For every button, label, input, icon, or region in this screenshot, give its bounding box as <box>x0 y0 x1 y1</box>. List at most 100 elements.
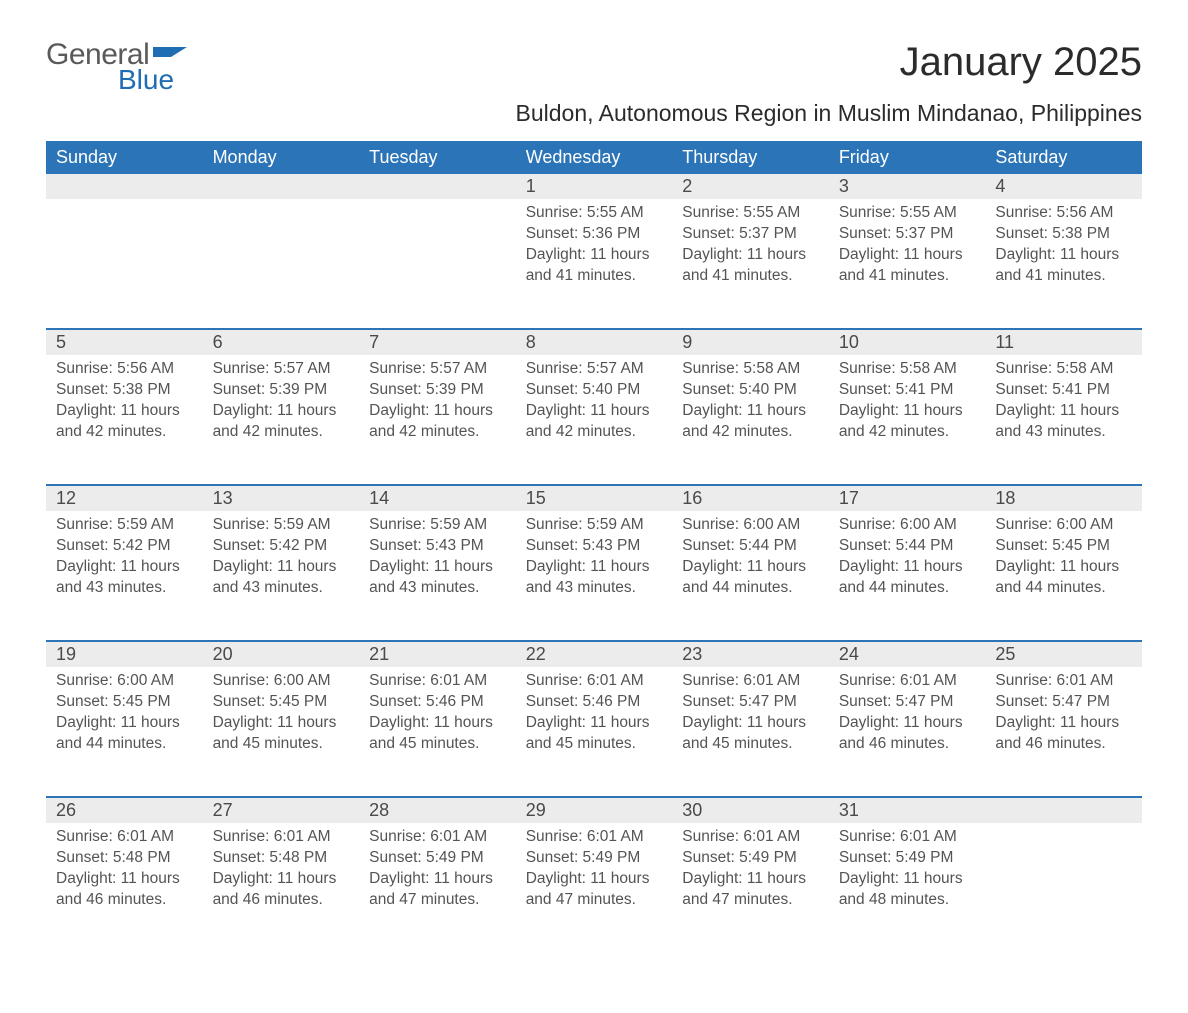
day-cell: Sunrise: 6:01 AMSunset: 5:46 PMDaylight:… <box>516 667 673 797</box>
sunrise-text: Sunrise: 5:57 AM <box>526 359 663 380</box>
day-cell: Sunrise: 6:01 AMSunset: 5:47 PMDaylight:… <box>829 667 986 797</box>
day-number: 10 <box>829 329 986 355</box>
day-number: 23 <box>672 641 829 667</box>
day-cell: Sunrise: 6:00 AMSunset: 5:44 PMDaylight:… <box>829 511 986 641</box>
day-number: 9 <box>672 329 829 355</box>
sunrise-text: Sunrise: 5:59 AM <box>369 515 506 536</box>
sunrise-text: Sunrise: 6:01 AM <box>213 827 350 848</box>
sunset-text: Sunset: 5:42 PM <box>213 536 350 557</box>
sunrise-text: Sunrise: 6:01 AM <box>682 827 819 848</box>
daylight-text: Daylight: 11 hours and 47 minutes. <box>682 869 819 911</box>
day-number-row: 12131415161718 <box>46 485 1142 511</box>
sunrise-text: Sunrise: 5:55 AM <box>526 203 663 224</box>
day-number: 30 <box>672 797 829 823</box>
day-number: 2 <box>672 174 829 199</box>
day-cell: Sunrise: 6:00 AMSunset: 5:45 PMDaylight:… <box>46 667 203 797</box>
daylight-text: Daylight: 11 hours and 45 minutes. <box>369 713 506 755</box>
day-cell: Sunrise: 6:01 AMSunset: 5:49 PMDaylight:… <box>359 823 516 953</box>
day-cell: Sunrise: 5:57 AMSunset: 5:40 PMDaylight:… <box>516 355 673 485</box>
sunset-text: Sunset: 5:40 PM <box>526 380 663 401</box>
sunrise-text: Sunrise: 5:55 AM <box>682 203 819 224</box>
day-number <box>46 174 203 199</box>
sunset-text: Sunset: 5:43 PM <box>526 536 663 557</box>
sunrise-text: Sunrise: 5:59 AM <box>56 515 193 536</box>
sunrise-text: Sunrise: 6:01 AM <box>995 671 1132 692</box>
daylight-text: Daylight: 11 hours and 41 minutes. <box>839 245 976 287</box>
sunset-text: Sunset: 5:44 PM <box>839 536 976 557</box>
day-cell: Sunrise: 5:59 AMSunset: 5:43 PMDaylight:… <box>516 511 673 641</box>
day-cell <box>359 199 516 329</box>
sunrise-text: Sunrise: 5:58 AM <box>839 359 976 380</box>
sunrise-text: Sunrise: 5:56 AM <box>995 203 1132 224</box>
day-number: 15 <box>516 485 673 511</box>
sunrise-text: Sunrise: 5:56 AM <box>56 359 193 380</box>
day-number: 16 <box>672 485 829 511</box>
sunset-text: Sunset: 5:49 PM <box>682 848 819 869</box>
sunrise-text: Sunrise: 6:01 AM <box>56 827 193 848</box>
daylight-text: Daylight: 11 hours and 43 minutes. <box>995 401 1132 443</box>
day-cell: Sunrise: 5:59 AMSunset: 5:42 PMDaylight:… <box>203 511 360 641</box>
logo-word-blue: Blue <box>118 66 187 94</box>
weekday-header: Friday <box>829 141 986 174</box>
day-cell: Sunrise: 5:59 AMSunset: 5:43 PMDaylight:… <box>359 511 516 641</box>
weekday-header: Monday <box>203 141 360 174</box>
day-number: 11 <box>985 329 1142 355</box>
sunset-text: Sunset: 5:48 PM <box>213 848 350 869</box>
daylight-text: Daylight: 11 hours and 47 minutes. <box>526 869 663 911</box>
sunrise-text: Sunrise: 6:00 AM <box>682 515 819 536</box>
daylight-text: Daylight: 11 hours and 45 minutes. <box>213 713 350 755</box>
sunset-text: Sunset: 5:42 PM <box>56 536 193 557</box>
daylight-text: Daylight: 11 hours and 45 minutes. <box>682 713 819 755</box>
sunset-text: Sunset: 5:46 PM <box>526 692 663 713</box>
day-content-row: Sunrise: 6:01 AMSunset: 5:48 PMDaylight:… <box>46 823 1142 953</box>
weekday-header: Saturday <box>985 141 1142 174</box>
day-number: 20 <box>203 641 360 667</box>
sunset-text: Sunset: 5:45 PM <box>56 692 193 713</box>
weekday-header: Thursday <box>672 141 829 174</box>
sunset-text: Sunset: 5:46 PM <box>369 692 506 713</box>
day-cell: Sunrise: 5:57 AMSunset: 5:39 PMDaylight:… <box>203 355 360 485</box>
sunrise-text: Sunrise: 6:00 AM <box>839 515 976 536</box>
day-content-row: Sunrise: 5:59 AMSunset: 5:42 PMDaylight:… <box>46 511 1142 641</box>
daylight-text: Daylight: 11 hours and 46 minutes. <box>995 713 1132 755</box>
day-cell: Sunrise: 5:58 AMSunset: 5:41 PMDaylight:… <box>985 355 1142 485</box>
day-number: 4 <box>985 174 1142 199</box>
day-number: 19 <box>46 641 203 667</box>
sunset-text: Sunset: 5:47 PM <box>682 692 819 713</box>
sunset-text: Sunset: 5:41 PM <box>995 380 1132 401</box>
weekday-header-row: Sunday Monday Tuesday Wednesday Thursday… <box>46 141 1142 174</box>
daylight-text: Daylight: 11 hours and 42 minutes. <box>369 401 506 443</box>
day-number <box>359 174 516 199</box>
day-number: 13 <box>203 485 360 511</box>
day-cell: Sunrise: 6:00 AMSunset: 5:45 PMDaylight:… <box>203 667 360 797</box>
weekday-header: Wednesday <box>516 141 673 174</box>
day-number <box>985 797 1142 823</box>
sunrise-text: Sunrise: 5:59 AM <box>526 515 663 536</box>
day-number: 27 <box>203 797 360 823</box>
daylight-text: Daylight: 11 hours and 45 minutes. <box>526 713 663 755</box>
sunrise-text: Sunrise: 6:00 AM <box>56 671 193 692</box>
day-cell: Sunrise: 5:58 AMSunset: 5:41 PMDaylight:… <box>829 355 986 485</box>
calendar-table: Sunday Monday Tuesday Wednesday Thursday… <box>46 141 1142 953</box>
page-title: January 2025 <box>900 40 1142 85</box>
day-number: 12 <box>46 485 203 511</box>
daylight-text: Daylight: 11 hours and 41 minutes. <box>682 245 819 287</box>
day-number: 6 <box>203 329 360 355</box>
sunset-text: Sunset: 5:38 PM <box>56 380 193 401</box>
day-cell: Sunrise: 6:00 AMSunset: 5:44 PMDaylight:… <box>672 511 829 641</box>
sunset-text: Sunset: 5:40 PM <box>682 380 819 401</box>
day-number: 21 <box>359 641 516 667</box>
day-cell <box>985 823 1142 953</box>
day-number: 8 <box>516 329 673 355</box>
sunrise-text: Sunrise: 5:58 AM <box>995 359 1132 380</box>
sunset-text: Sunset: 5:43 PM <box>369 536 506 557</box>
sunset-text: Sunset: 5:45 PM <box>995 536 1132 557</box>
day-number: 18 <box>985 485 1142 511</box>
day-number: 24 <box>829 641 986 667</box>
day-cell: Sunrise: 5:59 AMSunset: 5:42 PMDaylight:… <box>46 511 203 641</box>
day-cell: Sunrise: 6:01 AMSunset: 5:49 PMDaylight:… <box>672 823 829 953</box>
sunrise-text: Sunrise: 5:55 AM <box>839 203 976 224</box>
sunset-text: Sunset: 5:37 PM <box>682 224 819 245</box>
day-cell: Sunrise: 6:01 AMSunset: 5:46 PMDaylight:… <box>359 667 516 797</box>
day-cell: Sunrise: 6:00 AMSunset: 5:45 PMDaylight:… <box>985 511 1142 641</box>
